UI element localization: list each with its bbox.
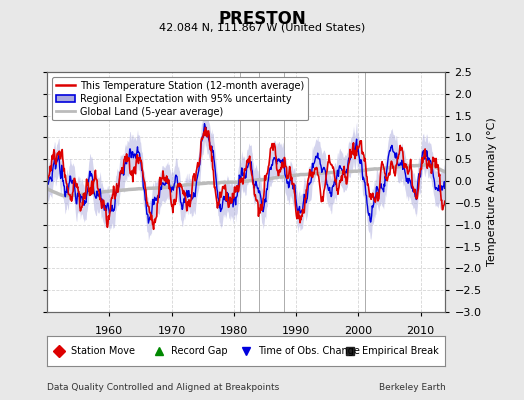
Text: Berkeley Earth: Berkeley Earth	[379, 383, 445, 392]
Text: PRESTON: PRESTON	[218, 10, 306, 28]
Text: 1990: 1990	[282, 326, 310, 336]
Text: 1980: 1980	[220, 326, 248, 336]
Text: 2000: 2000	[344, 326, 373, 336]
Text: 1970: 1970	[158, 326, 185, 336]
Legend: This Temperature Station (12-month average), Regional Expectation with 95% uncer: This Temperature Station (12-month avera…	[52, 77, 308, 120]
Text: 2010: 2010	[407, 326, 434, 336]
Text: Station Move: Station Move	[71, 346, 135, 356]
Text: 42.084 N, 111.867 W (United States): 42.084 N, 111.867 W (United States)	[159, 22, 365, 32]
Text: Record Gap: Record Gap	[171, 346, 227, 356]
Text: 1960: 1960	[95, 326, 124, 336]
Text: Data Quality Controlled and Aligned at Breakpoints: Data Quality Controlled and Aligned at B…	[47, 383, 279, 392]
Text: Time of Obs. Change: Time of Obs. Change	[258, 346, 360, 356]
Text: Empirical Break: Empirical Break	[362, 346, 439, 356]
Y-axis label: Temperature Anomaly (°C): Temperature Anomaly (°C)	[487, 118, 497, 266]
